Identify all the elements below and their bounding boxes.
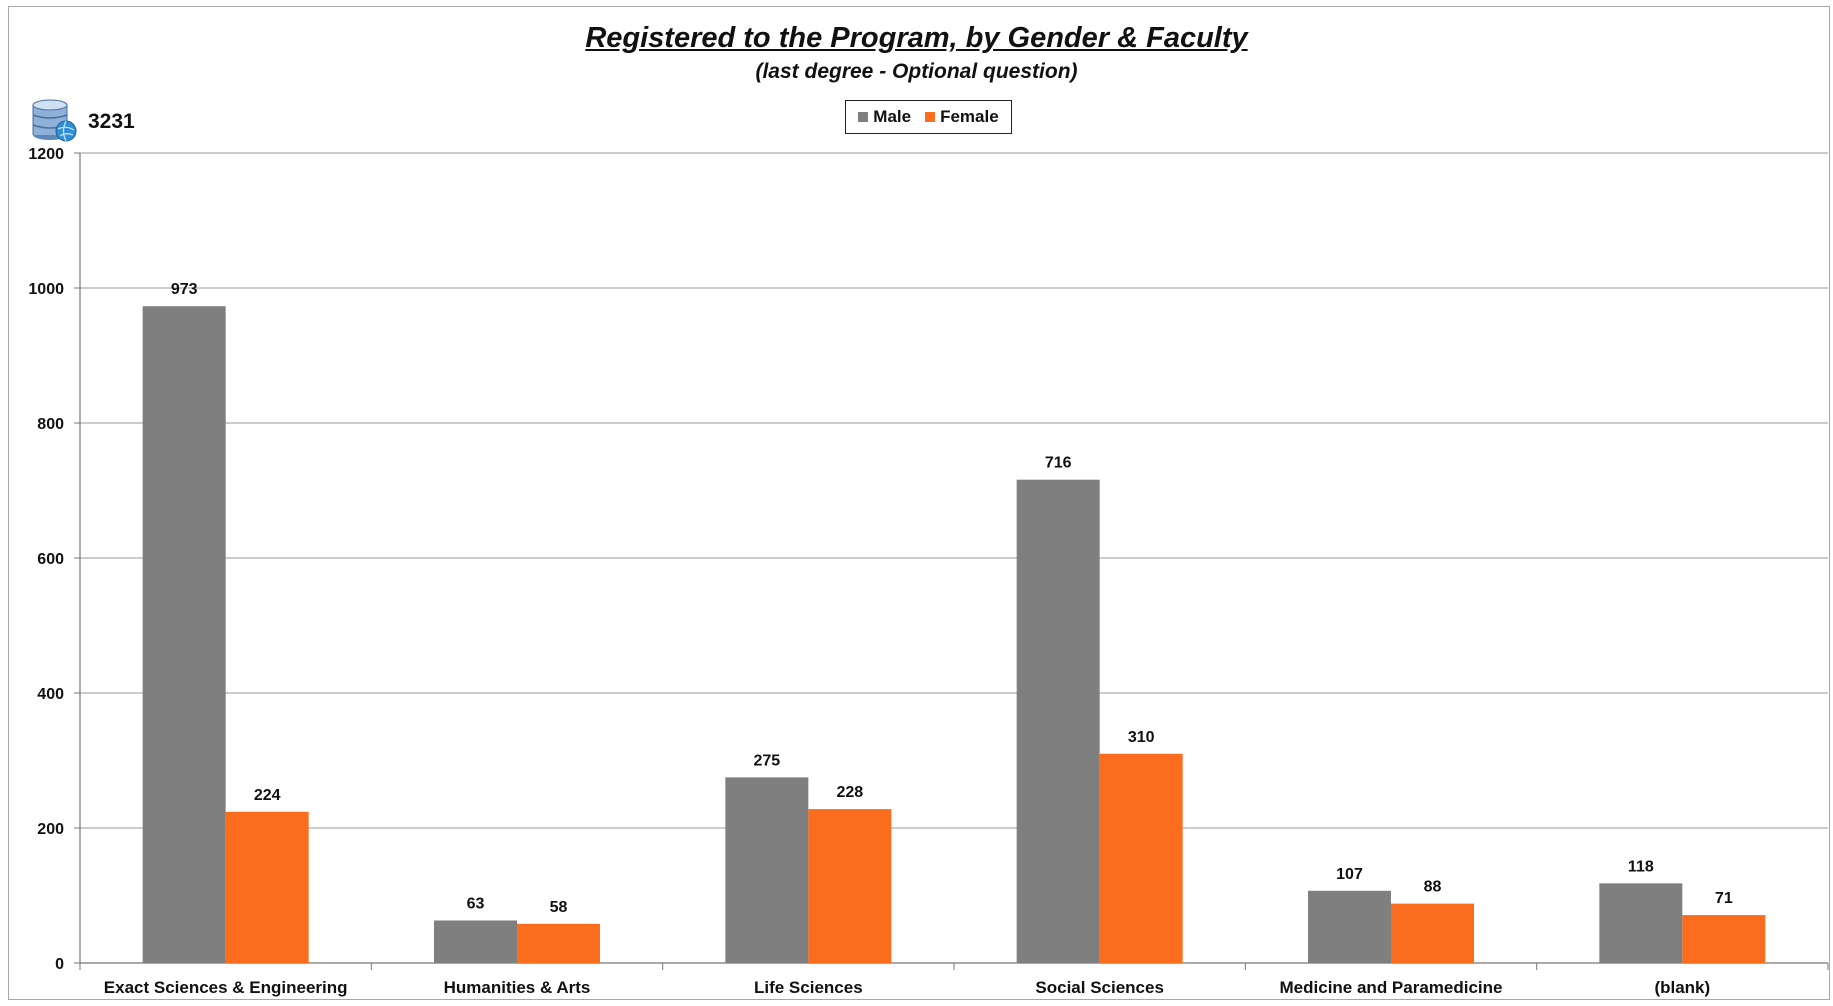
bar-male xyxy=(1016,479,1100,963)
data-label: 58 xyxy=(550,899,568,916)
data-label: 118 xyxy=(1628,858,1654,875)
bar-male xyxy=(1308,890,1391,963)
chart-subtitle: (last degree - Optional question) xyxy=(755,60,1078,83)
x-tick-label: Medicine and Paramedicine xyxy=(1280,978,1503,997)
x-tick-label: Humanities & Arts xyxy=(444,978,591,997)
legend-item-male: Male xyxy=(858,107,911,127)
data-label: 107 xyxy=(1336,866,1363,883)
y-tick-label: 400 xyxy=(37,686,64,703)
legend-label-male: Male xyxy=(873,107,912,126)
legend-item-female: Female xyxy=(925,107,999,127)
y-tick-label: 200 xyxy=(37,821,64,838)
data-label: 224 xyxy=(254,787,281,804)
chart-frame xyxy=(8,6,1830,1000)
bar-male xyxy=(434,920,517,963)
bar-female xyxy=(1099,753,1183,963)
x-tick-label: Life Sciences xyxy=(754,978,863,997)
bar-female xyxy=(225,811,309,963)
legend-swatch-male xyxy=(858,112,869,122)
bar-male xyxy=(142,306,226,964)
bar-female xyxy=(1682,915,1766,963)
legend-swatch-female xyxy=(925,112,936,122)
data-label: 716 xyxy=(1045,455,1072,472)
data-label: 973 xyxy=(171,281,198,298)
bar-female xyxy=(808,809,892,963)
database-icon xyxy=(32,99,77,142)
y-tick-label: 1000 xyxy=(28,281,64,298)
data-label: 63 xyxy=(467,895,485,912)
bar-male xyxy=(725,777,809,963)
data-label: 275 xyxy=(753,752,780,769)
bar-female xyxy=(1391,903,1474,963)
total-count: 3231 xyxy=(88,110,135,133)
data-label: 88 xyxy=(1424,879,1442,896)
data-label: 310 xyxy=(1128,729,1155,746)
chart-legend: Male Female xyxy=(845,100,1012,134)
data-label: 228 xyxy=(836,784,863,801)
legend-label-female: Female xyxy=(940,107,999,126)
x-tick-label: Exact Sciences & Engineering xyxy=(104,978,348,997)
y-tick-label: 600 xyxy=(37,551,64,568)
chart-title: Registered to the Program, by Gender & F… xyxy=(585,22,1248,54)
x-tick-label: (blank) xyxy=(1654,978,1710,997)
x-tick-label: Social Sciences xyxy=(1035,978,1164,997)
y-tick-label: 1200 xyxy=(28,146,64,163)
bar-male xyxy=(1599,883,1683,963)
y-tick-label: 800 xyxy=(37,416,64,433)
y-tick-label: 0 xyxy=(55,956,64,973)
bar-female xyxy=(517,923,600,963)
data-label: 71 xyxy=(1715,890,1733,907)
